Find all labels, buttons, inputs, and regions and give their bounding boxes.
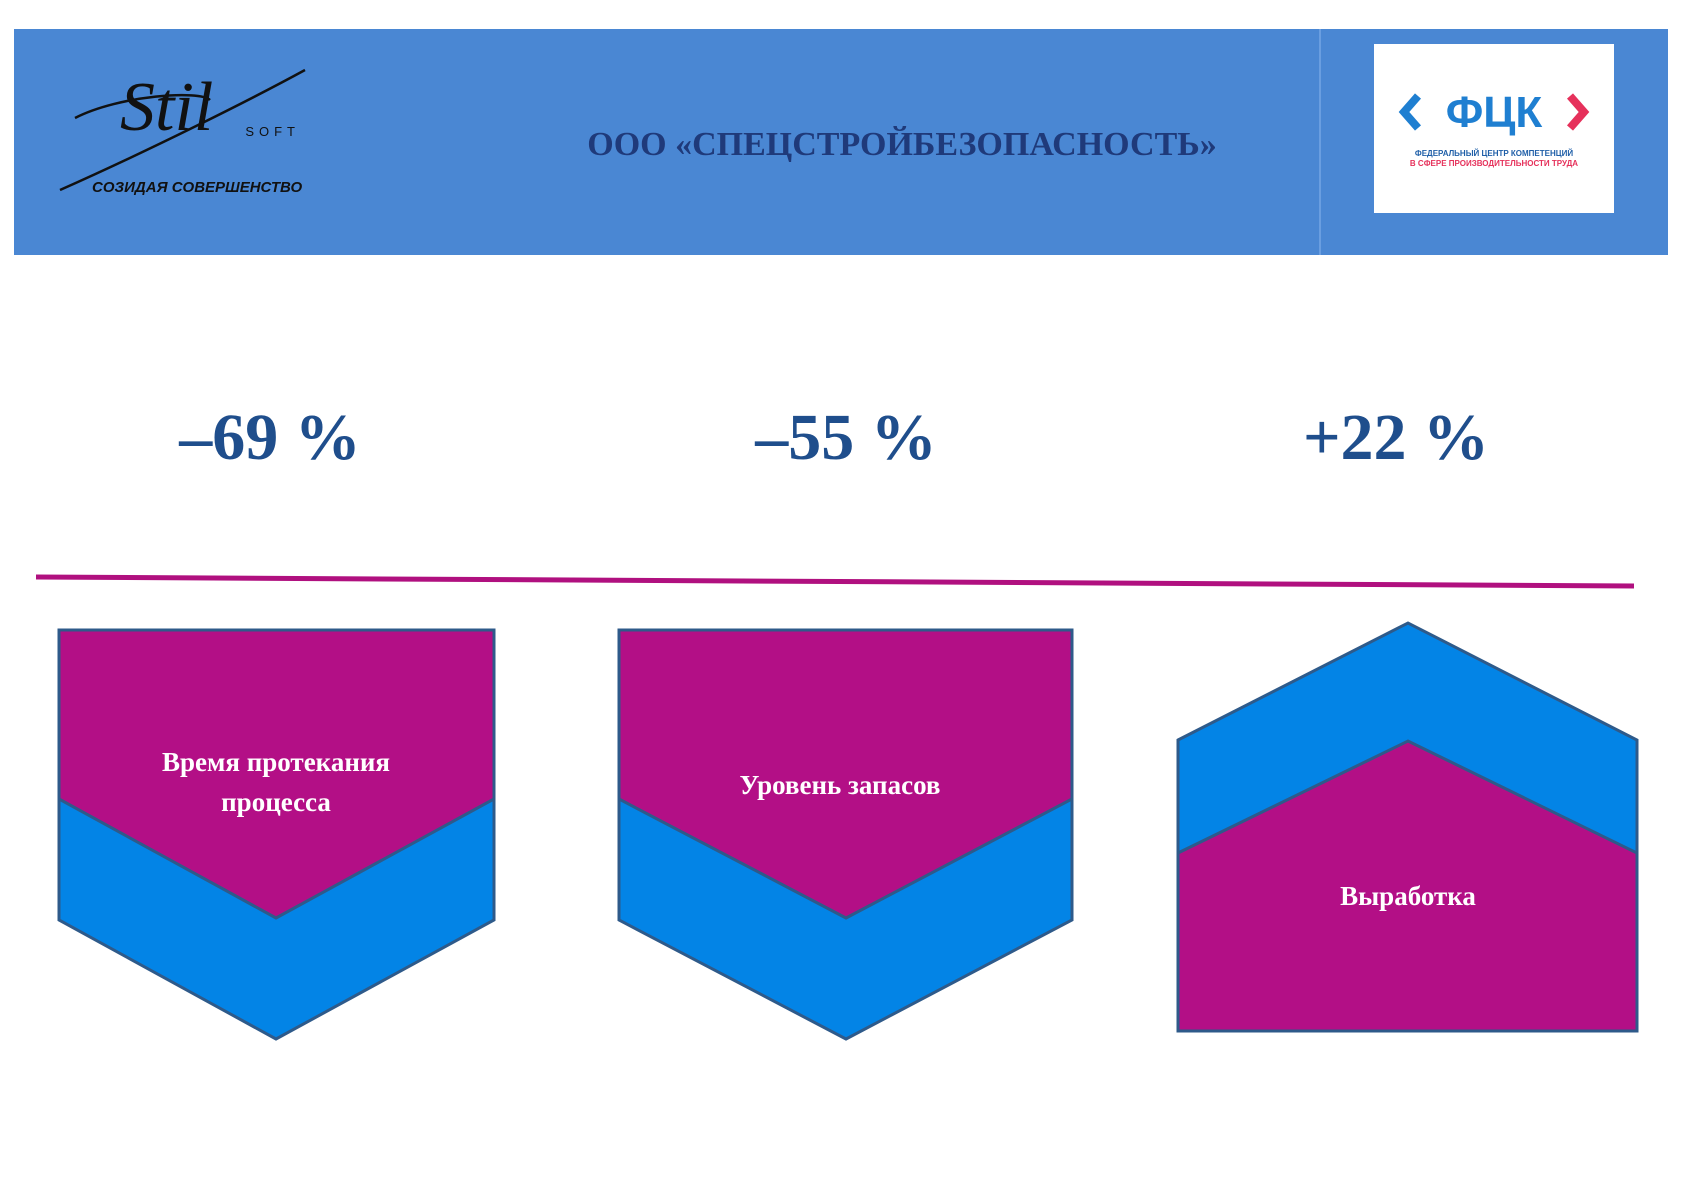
shape-down-top xyxy=(617,628,1074,920)
shape-down-top xyxy=(57,628,496,920)
logo-right-name: ФЦК xyxy=(1446,88,1543,137)
metric-value: +22 % xyxy=(1302,401,1490,474)
bracket xyxy=(1398,93,1422,131)
metric-value: –55 % xyxy=(755,401,937,474)
shape-up-bottom xyxy=(1176,739,1639,1033)
logo-left-name: Stil xyxy=(120,69,213,146)
metric-label: Выработка xyxy=(1340,881,1476,911)
logo-right-line: ФЕДЕРАЛЬНЫЙ ЦЕНТР КОМПЕТЕНЦИЙ xyxy=(1415,149,1574,158)
divider-line xyxy=(35,574,1635,589)
logo-swash xyxy=(59,68,306,192)
header-title: ООО «СПЕЦСТРОЙБЕЗОПАСНОСТЬ» xyxy=(587,126,1217,163)
metric-label: Уровень запасов xyxy=(739,770,941,800)
metric-label: Время протекания процесса xyxy=(161,747,391,817)
metric-value: –69 % xyxy=(179,401,361,474)
logo-right-line: В СФЕРЕ ПРОИЗВОДИТЕЛЬНОСТИ ТРУДА xyxy=(1410,159,1578,168)
bracket xyxy=(1566,93,1590,131)
logo-left-sub: SOFT xyxy=(245,124,300,139)
logo-left-tagline: СОЗИДАЯ СОВЕРШЕНСТВО xyxy=(92,179,302,196)
